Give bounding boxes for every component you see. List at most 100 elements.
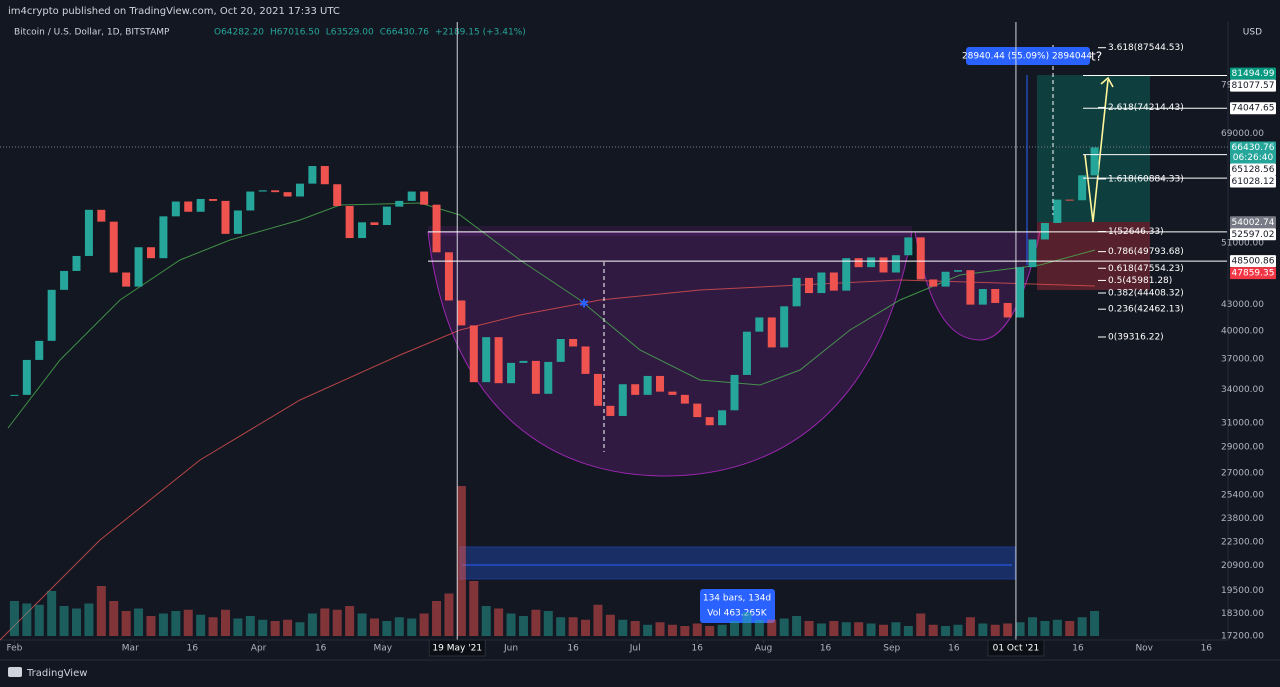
candle xyxy=(258,190,267,192)
volume-bar xyxy=(96,586,106,636)
volume-bar xyxy=(543,611,553,636)
candle xyxy=(184,201,193,212)
price-tag-label: 81494.99 xyxy=(1232,69,1275,79)
candle xyxy=(792,277,801,307)
volume-bar xyxy=(158,613,168,636)
volume-bar xyxy=(432,601,442,636)
volume-bar xyxy=(730,621,740,636)
volume-bar xyxy=(295,622,305,636)
candle xyxy=(829,272,838,291)
y-tick-label: 51000.00 xyxy=(1221,238,1264,248)
fib-label: 0(39316.22) xyxy=(1108,333,1164,343)
brand: TradingView xyxy=(26,668,87,679)
measure-label-box xyxy=(966,47,1090,65)
volume-bar xyxy=(59,606,69,636)
candle xyxy=(879,257,888,273)
volume-bar xyxy=(34,604,44,636)
volume-bar xyxy=(456,486,466,636)
fib-label: 0.236(42462.13) xyxy=(1108,305,1184,315)
price-tag xyxy=(1230,67,1276,80)
candle xyxy=(221,200,230,234)
cup-rim xyxy=(428,226,912,236)
candle xyxy=(457,300,466,326)
candle xyxy=(941,271,950,287)
candle xyxy=(432,204,441,253)
volume-bar xyxy=(320,608,330,636)
candle xyxy=(916,237,925,280)
stop-zone xyxy=(1037,222,1150,290)
range-label: Vol 463.265K xyxy=(707,609,768,619)
volume-bar xyxy=(581,619,591,636)
price-tag xyxy=(1230,216,1276,229)
volume-bar xyxy=(891,622,901,636)
candle xyxy=(606,405,615,416)
volume-bar xyxy=(792,616,802,636)
volume-bar xyxy=(307,613,317,636)
symbol: Bitcoin / U.S. Dollar, 1D, BITSTAMP xyxy=(14,28,170,38)
candle xyxy=(72,255,81,271)
volume-bar xyxy=(382,621,392,636)
candle xyxy=(283,192,292,197)
candle xyxy=(1090,147,1099,176)
volume-bar xyxy=(655,622,665,636)
volume-bar xyxy=(1065,621,1075,636)
volume-bar xyxy=(941,626,951,636)
volume-bar xyxy=(47,591,57,636)
candle xyxy=(271,190,280,193)
fib-label: 1.618(60884.33) xyxy=(1108,174,1184,184)
candle xyxy=(693,403,702,418)
ohlc-value: O64282.20 xyxy=(214,28,264,38)
volume-bar xyxy=(283,619,293,636)
volume-bar xyxy=(171,611,181,636)
price-tag-label: 54002.74 xyxy=(1232,218,1275,228)
volume-bar xyxy=(767,619,777,636)
candle xyxy=(904,237,913,256)
volume-bar xyxy=(866,623,876,636)
candle xyxy=(146,247,155,259)
volume-bar xyxy=(506,613,516,636)
candle xyxy=(1040,222,1049,240)
x-tick-label: 16 xyxy=(1201,644,1213,654)
ohlc-value: H67016.50 xyxy=(270,28,320,38)
x-tick-label: 16 xyxy=(948,644,960,654)
candle xyxy=(420,191,429,205)
candle xyxy=(97,209,106,222)
price-tag-label: 48500.86 xyxy=(1232,257,1275,267)
y-tick-label: 31000.00 xyxy=(1221,418,1264,428)
volume-bar xyxy=(196,614,206,636)
candle xyxy=(891,255,900,273)
volume-bar xyxy=(407,618,417,636)
volume-bar xyxy=(717,624,727,636)
ma-50 xyxy=(7,202,1096,429)
candle xyxy=(805,277,814,294)
fib-label: 1(52646.33) xyxy=(1108,227,1164,237)
volume-bar xyxy=(345,606,355,636)
volume-bar xyxy=(444,593,454,636)
drawings: ✱ ✱ xyxy=(0,45,1228,641)
candle xyxy=(507,362,516,384)
volume-bar xyxy=(667,624,677,636)
date-range xyxy=(459,546,1016,580)
candle xyxy=(531,360,540,394)
volume-bar xyxy=(481,606,491,636)
note: t? xyxy=(1091,50,1102,64)
candle xyxy=(978,289,987,305)
price-tag-label: 74047.65 xyxy=(1232,104,1275,114)
y-tick-label: 27000.00 xyxy=(1221,468,1264,478)
volume-bar xyxy=(469,581,479,636)
ohlc-value: C66430.76 xyxy=(380,28,430,38)
volume-bar xyxy=(804,621,814,636)
candle xyxy=(705,417,714,426)
volume-bar xyxy=(605,614,615,636)
ohlc-value: L63529.00 xyxy=(326,28,374,38)
candle xyxy=(246,191,255,211)
candle xyxy=(767,317,776,348)
y-tick-label: 20900.00 xyxy=(1221,561,1264,571)
volume-bar xyxy=(978,623,988,636)
volume-bar xyxy=(593,604,603,636)
arrow-head xyxy=(1100,76,1114,88)
candle xyxy=(407,191,416,201)
candle xyxy=(395,200,404,207)
candle xyxy=(370,222,379,226)
